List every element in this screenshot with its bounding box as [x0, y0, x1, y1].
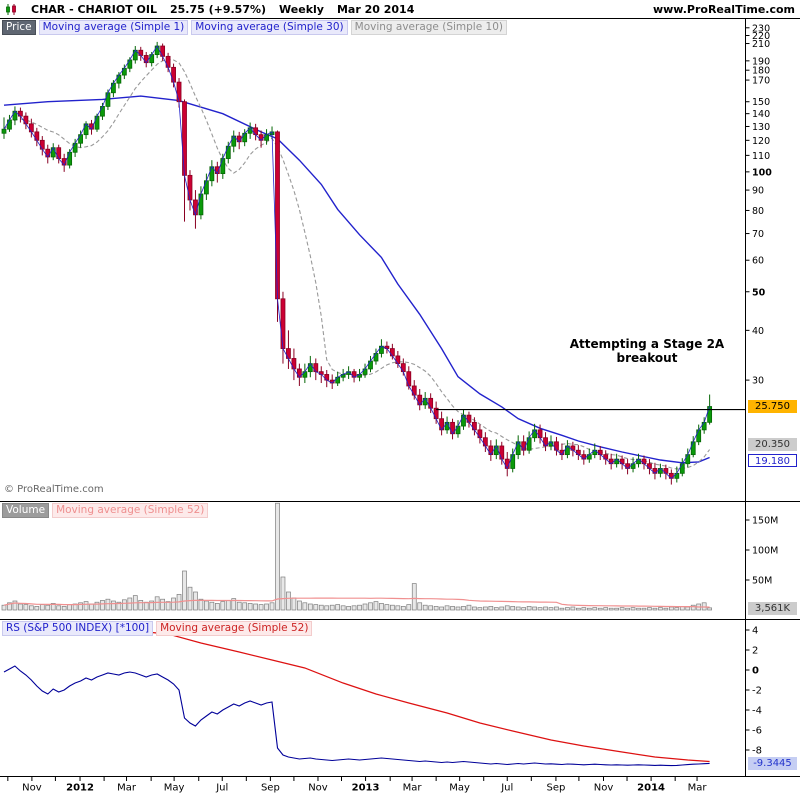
svg-text:230: 230: [752, 23, 770, 34]
price-axis: 2302202101901801701501401301201101009080…: [745, 23, 772, 387]
svg-text:190: 190: [752, 56, 770, 67]
svg-text:30: 30: [752, 376, 764, 387]
svg-text:2012: 2012: [66, 783, 94, 794]
svg-text:50M: 50M: [752, 576, 772, 587]
ma10-value-tag: 20.350: [748, 438, 797, 451]
svg-text:80: 80: [752, 206, 764, 217]
svg-text:210: 210: [752, 39, 770, 50]
svg-text:-8: -8: [752, 746, 762, 757]
svg-text:100: 100: [752, 167, 772, 178]
svg-text:140: 140: [752, 109, 770, 120]
rs-line: [3, 665, 710, 767]
timeframe-label: Weekly: [279, 2, 324, 16]
legend-price[interactable]: Price: [2, 20, 36, 35]
svg-text:May: May: [164, 783, 185, 794]
svg-text:Sep: Sep: [546, 783, 565, 794]
legend-volume-ma-52[interactable]: Moving average (Simple 52): [52, 503, 209, 518]
svg-text:Nov: Nov: [308, 783, 328, 794]
annotation-line2: breakout: [616, 351, 678, 365]
legend-ma-simple-30[interactable]: Moving average (Simple 30): [191, 20, 348, 35]
legend-rs-ma-52[interactable]: Moving average (Simple 52): [156, 621, 313, 636]
svg-text:170: 170: [752, 76, 770, 87]
panel-borders: [0, 18, 800, 777]
svg-text:Nov: Nov: [22, 783, 42, 794]
svg-text:150: 150: [752, 97, 770, 108]
copyright-watermark: © ProRealTime.com: [4, 484, 104, 495]
svg-text:Mar: Mar: [117, 783, 137, 794]
svg-text:40: 40: [752, 326, 764, 337]
svg-text:-6: -6: [752, 726, 762, 737]
svg-text:-2: -2: [752, 686, 762, 697]
price-legend: Price Moving average (Simple 1) Moving a…: [2, 20, 507, 35]
legend-volume[interactable]: Volume: [2, 503, 50, 518]
svg-text:4: 4: [752, 626, 758, 637]
svg-text:Sep: Sep: [261, 783, 280, 794]
annotation-text[interactable]: Attempting a Stage 2A breakout: [562, 337, 732, 365]
rs-ma52-line: [3, 631, 710, 763]
svg-text:130: 130: [752, 122, 770, 133]
title-bar: CHAR - CHARIOT OIL 25.75 (+9.57%) Weekly…: [0, 0, 800, 18]
svg-text:110: 110: [752, 151, 770, 162]
svg-text:70: 70: [752, 229, 764, 240]
svg-text:Nov: Nov: [594, 783, 614, 794]
svg-text:0: 0: [752, 666, 759, 677]
candlestick-icon: [5, 3, 18, 16]
time-axis: Nov 2012 Mar May Jul Sep Nov 2013 Mar May Jul Sep No…: [7, 776, 708, 794]
last-price-tag: 25.750: [748, 400, 797, 413]
volume-legend: Volume Moving average (Simple 52): [2, 503, 209, 518]
svg-text:50: 50: [752, 287, 766, 298]
svg-text:Jul: Jul: [215, 783, 228, 794]
legend-rs[interactable]: RS (S&P 500 INDEX) [*100]: [2, 621, 154, 636]
volume-ma52-line: [3, 597, 710, 608]
site-watermark: www.ProRealTime.com: [652, 2, 795, 16]
svg-text:-4: -4: [752, 706, 762, 717]
rs-axis: 4 2 0 -2 -4 -6 -8: [745, 626, 762, 757]
date-label: Mar 20 2014: [336, 2, 415, 16]
svg-text:2013: 2013: [352, 783, 380, 794]
rs-value-tag: -9.3445: [748, 757, 797, 770]
svg-text:Mar: Mar: [688, 783, 708, 794]
svg-text:Mar: Mar: [403, 783, 423, 794]
price-ma30-line: [3, 95, 710, 464]
svg-text:Jul: Jul: [500, 783, 513, 794]
price-candles: [1, 41, 713, 485]
svg-text:150M: 150M: [752, 516, 778, 527]
svg-text:220: 220: [752, 31, 770, 42]
annotation-line1: Attempting a Stage 2A: [569, 337, 725, 351]
volume-bars: [1, 502, 712, 611]
svg-text:2014: 2014: [637, 783, 665, 794]
svg-text:120: 120: [752, 136, 770, 147]
svg-text:2: 2: [752, 646, 758, 657]
volume-axis: 150M 100M 50M: [745, 516, 778, 587]
svg-text:100M: 100M: [752, 546, 778, 557]
svg-text:90: 90: [752, 186, 764, 197]
symbol-title: CHAR - CHARIOT OIL: [31, 2, 157, 16]
legend-ma-simple-10[interactable]: Moving average (Simple 10): [350, 20, 507, 35]
price-ma1-line: [3, 45, 710, 479]
price-ma10-line: [3, 58, 711, 470]
svg-text:180: 180: [752, 66, 770, 77]
legend-ma-simple-1[interactable]: Moving average (Simple 1): [38, 20, 189, 35]
last-price-change: 25.75 (+9.57%): [169, 2, 267, 16]
svg-text:60: 60: [752, 256, 764, 267]
last-volume-tag: 3,561K: [748, 602, 797, 615]
rs-legend: RS (S&P 500 INDEX) [*100] Moving average…: [2, 621, 313, 636]
svg-text:May: May: [449, 783, 470, 794]
ma30-value-tag: 19.180: [748, 454, 797, 467]
